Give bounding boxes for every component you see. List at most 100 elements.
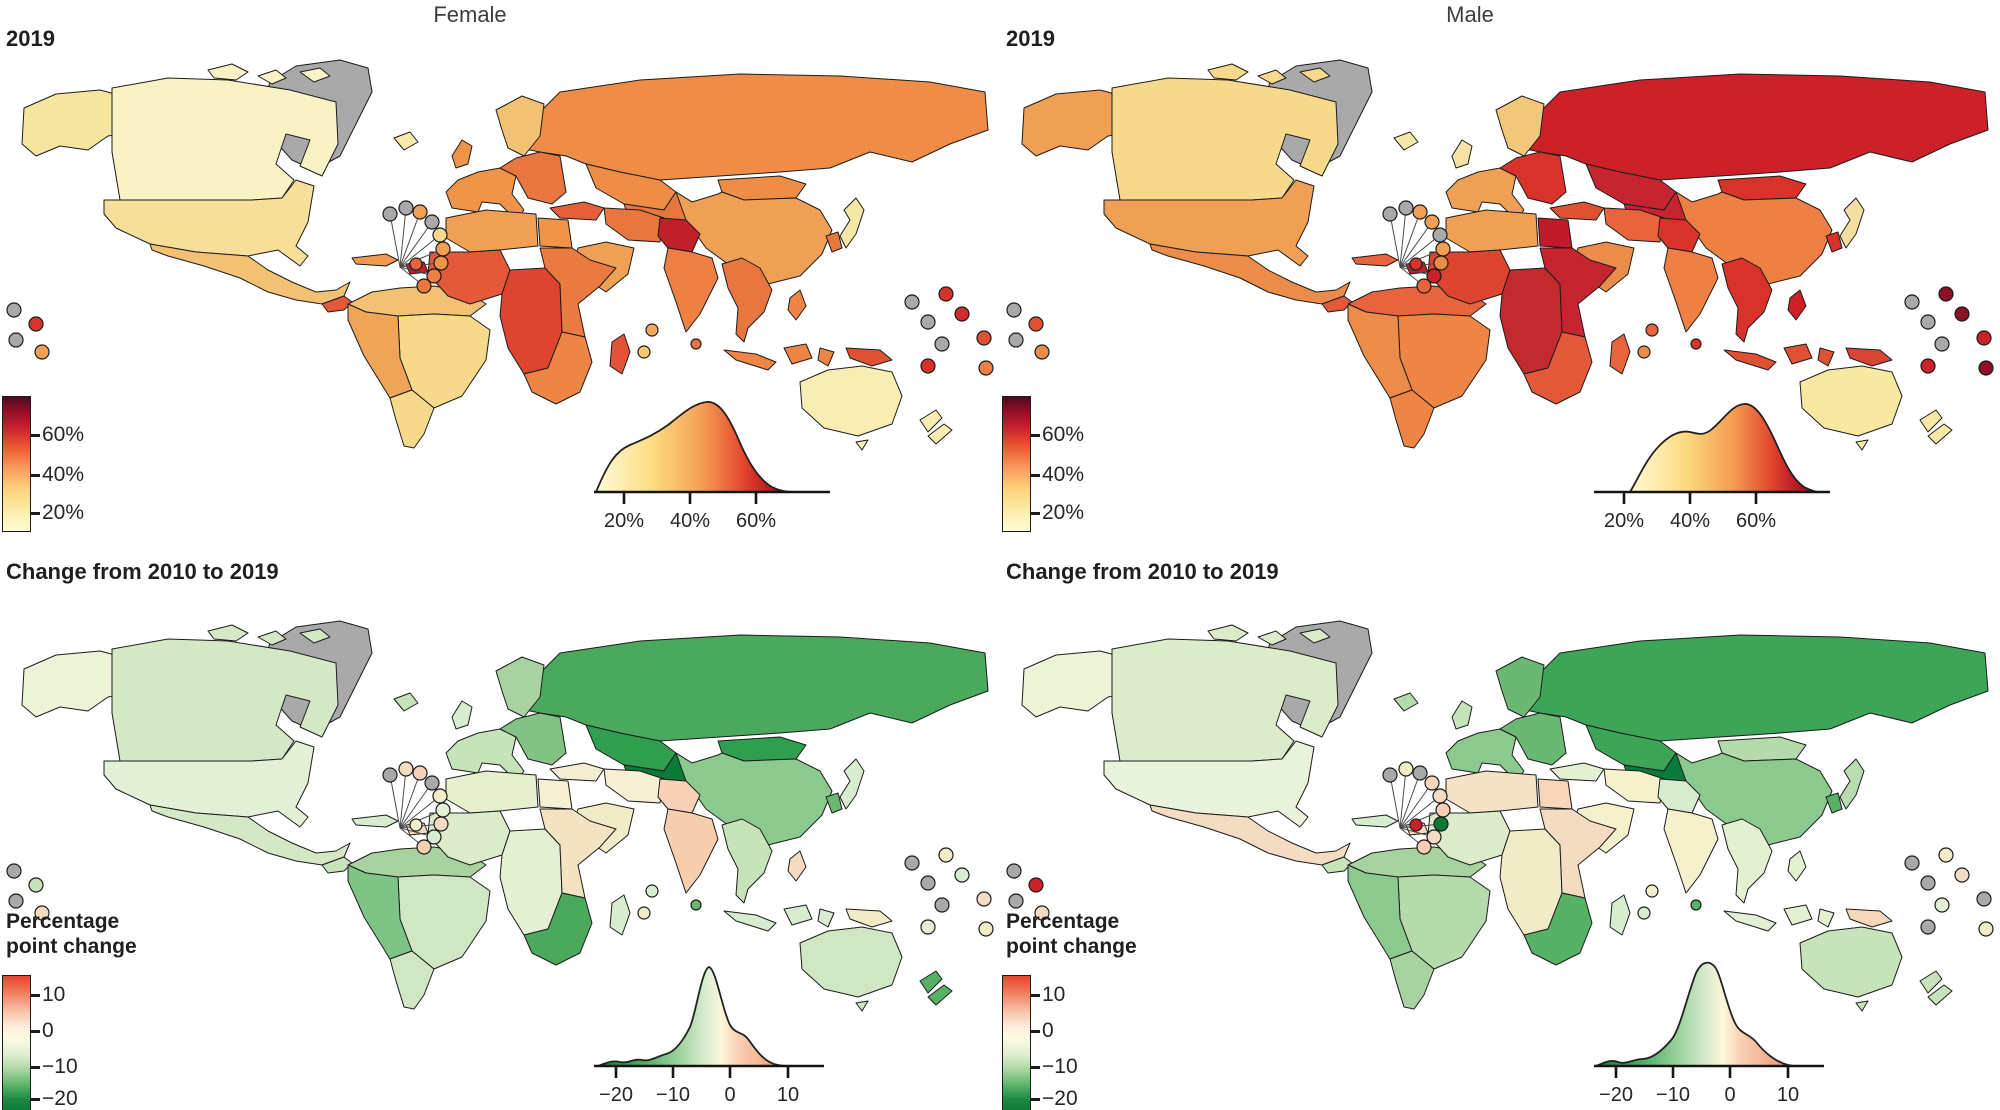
caribbean-dot xyxy=(1426,829,1442,845)
region-turkey xyxy=(1549,762,1605,782)
pacific-dot xyxy=(938,847,954,863)
region-madagascar xyxy=(1609,333,1631,375)
density-tick-0: 0 xyxy=(1724,1084,1735,1106)
pacific-dot xyxy=(938,286,954,302)
caribbean-dot xyxy=(1424,214,1440,230)
region-egypt xyxy=(537,217,573,249)
pacific-dot-west xyxy=(1028,877,1044,893)
density-curve xyxy=(597,966,791,1067)
caribbean-dot xyxy=(1426,268,1442,284)
region-north-africa xyxy=(445,770,539,814)
density-tick-40: 40% xyxy=(670,510,710,532)
density-tick-neg10: −10 xyxy=(656,1084,690,1106)
region-papua-new-guinea xyxy=(1845,908,1893,928)
pacific-dot xyxy=(920,875,936,891)
choropleth-map-male-change xyxy=(1006,620,1994,1012)
caribbean-dot xyxy=(1433,816,1449,832)
choropleth-map-female-2019 xyxy=(6,59,994,451)
pacific-dot xyxy=(1934,336,1950,352)
cape-verde-dot xyxy=(1409,257,1423,271)
region-russia xyxy=(1519,73,1989,181)
region-uk xyxy=(1451,700,1473,730)
region-japan xyxy=(1839,758,1865,810)
pacific-dot-west xyxy=(28,316,44,332)
region-indonesia xyxy=(1723,343,1835,371)
caribbean-dot xyxy=(1416,839,1432,855)
subtitle-female-2019: 2019 xyxy=(6,26,55,51)
color-scale-bar xyxy=(1002,975,1031,1110)
region-madagascar xyxy=(609,894,631,936)
region-indonesia xyxy=(723,904,835,932)
caribbean-dot xyxy=(1382,206,1398,222)
caribbean-dot xyxy=(1398,761,1414,777)
cape-verde-dot xyxy=(409,257,423,271)
choropleth-map-male-2019 xyxy=(1006,59,1994,451)
panel-female-change: Change from 2010 to 2019 Percentage point… xyxy=(0,555,1000,1110)
legend-tick-0: 0 xyxy=(42,1019,54,1042)
pacific-dot xyxy=(954,306,970,322)
caribbean-dot xyxy=(426,829,442,845)
caribbean-dot xyxy=(1435,802,1451,818)
pacific-dot xyxy=(934,897,950,913)
density-tick-40: 40% xyxy=(1670,510,1710,532)
subtitle-female-change: Change from 2010 to 2019 xyxy=(6,559,279,584)
region-philippines xyxy=(787,850,807,882)
density-inset-male-2019: 20% 40% 60% xyxy=(1594,403,1830,532)
pacific-dot-west xyxy=(34,344,50,360)
color-scale-bar xyxy=(2,396,31,532)
caribbean-callout-lines xyxy=(389,207,444,287)
density-tick-60: 60% xyxy=(736,510,776,532)
legend-tick-20: 20% xyxy=(1042,501,1085,524)
pacific-dot xyxy=(920,314,936,330)
indian-ocean-dot xyxy=(645,323,659,337)
region-cuba xyxy=(1351,253,1399,267)
region-iceland xyxy=(393,692,419,712)
density-tick-20: 20% xyxy=(604,510,644,532)
indian-ocean-dot xyxy=(1645,884,1659,898)
legend-prevalence-male: 60% 40% 20% xyxy=(1002,396,1152,536)
pacific-dot-west xyxy=(1008,332,1024,348)
legend-tick-60: 60% xyxy=(1042,423,1085,446)
caribbean-dot xyxy=(412,204,428,220)
region-sri-lanka xyxy=(690,899,702,911)
pacific-dot xyxy=(934,336,950,352)
choropleth-map-female-change xyxy=(6,620,994,1012)
caribbean-dot xyxy=(1416,278,1432,294)
region-indonesia xyxy=(1723,904,1835,932)
indian-ocean-dot xyxy=(1637,906,1651,920)
caribbean-dot xyxy=(382,206,398,222)
column-title-female: Female xyxy=(433,2,507,27)
panel-male-change: Change from 2010 to 2019 Percentage point… xyxy=(1000,555,2000,1110)
caribbean-dot xyxy=(424,214,440,230)
legend-tick-0: 0 xyxy=(1042,1019,1054,1042)
region-korea xyxy=(1825,231,1843,253)
pacific-dot-west xyxy=(1034,905,1050,921)
legend-title: Percentage point change xyxy=(6,910,137,958)
density-curve xyxy=(1595,961,1795,1067)
caribbean-dot xyxy=(1433,255,1449,271)
region-japan xyxy=(839,758,865,810)
region-russia xyxy=(519,634,989,742)
pacific-dot xyxy=(920,919,936,935)
legend-change-female: Percentage point change 10 0 −10 −20 xyxy=(2,910,152,1110)
pacific-dot xyxy=(1954,306,1970,322)
region-india xyxy=(1663,808,1719,894)
pacific-dot-west xyxy=(8,893,24,909)
density-tick-neg20: −20 xyxy=(599,1084,633,1106)
region-india xyxy=(663,247,719,333)
indian-ocean-dot xyxy=(1645,323,1659,337)
caribbean-dot xyxy=(1412,204,1428,220)
indian-ocean-dot xyxy=(645,884,659,898)
region-madagascar xyxy=(609,333,631,375)
pacific-dot xyxy=(920,358,936,374)
region-uk xyxy=(451,139,473,169)
region-north-africa xyxy=(1445,209,1539,253)
legend-tick-60: 60% xyxy=(42,423,85,446)
caribbean-dot xyxy=(412,765,428,781)
region-new-zealand xyxy=(919,409,953,445)
region-uk xyxy=(451,700,473,730)
pacific-dot xyxy=(1976,891,1992,907)
region-canada xyxy=(111,638,339,762)
pacific-dot xyxy=(976,891,992,907)
density-inset-female-2019: 20% 40% 60% xyxy=(594,401,830,532)
